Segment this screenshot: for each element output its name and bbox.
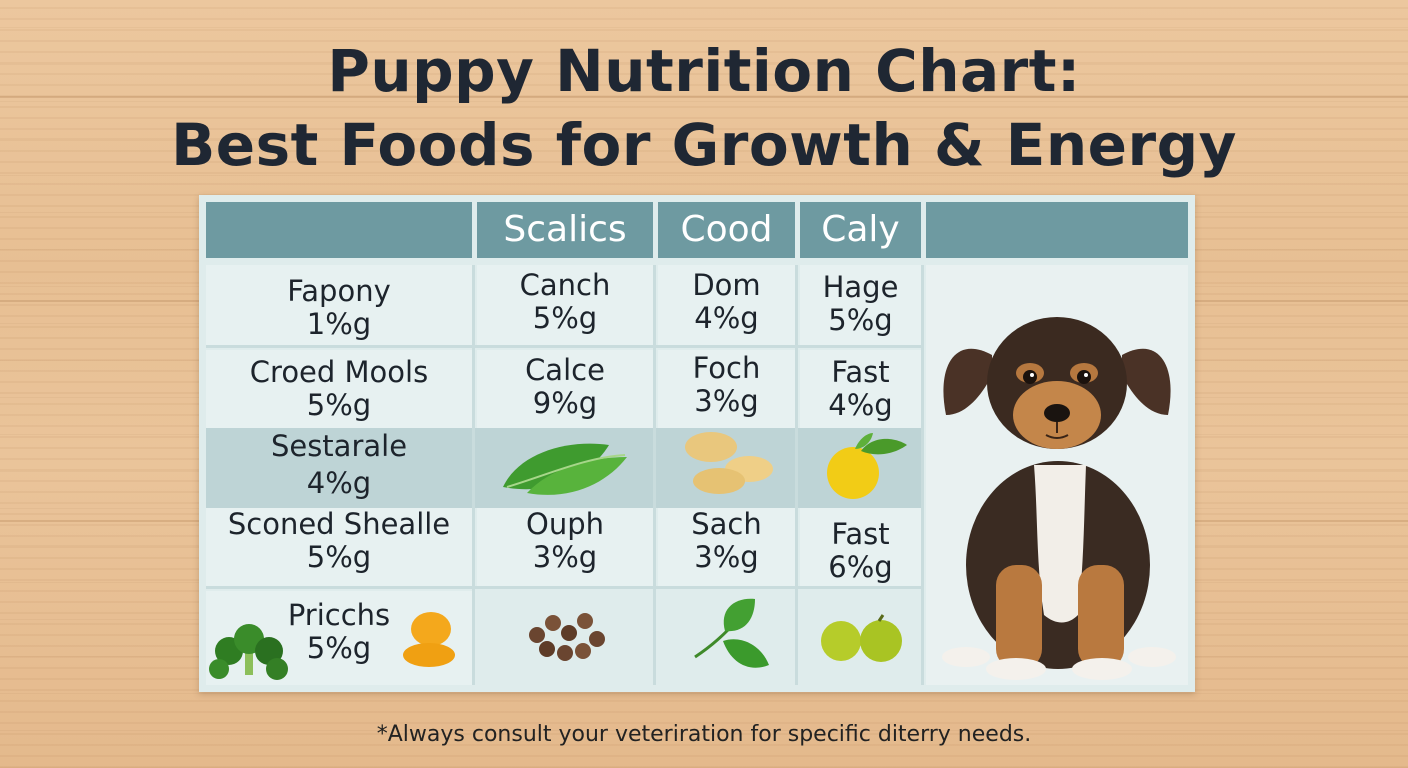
nutrition-table: Scalics Cood Caly Fapony 1%g Canch 5%g D… <box>199 195 1195 692</box>
table-cell: Foch 3%g <box>658 350 795 428</box>
grid-divider <box>653 265 656 685</box>
cell-value: 4%g <box>694 301 759 335</box>
cell-value: 4%g <box>306 466 372 500</box>
table-cell: Canch 5%g <box>477 265 653 345</box>
cell-name: Fapony <box>287 274 391 308</box>
table-cell: Dom 4%g <box>658 265 795 345</box>
page-title-line-1: Puppy Nutrition Chart: <box>327 37 1081 105</box>
apricot-icon <box>403 612 455 667</box>
cell-value: 3%g <box>532 540 598 574</box>
cell-name: Calce <box>525 353 605 387</box>
header-cell-blank <box>206 202 472 258</box>
cell-name: Croed Mools <box>249 355 429 389</box>
puppy-illustration <box>942 317 1176 680</box>
cell-name: Sach <box>691 507 762 541</box>
spinach-leaf-icon <box>503 443 627 495</box>
cell-name: Sconed Shealle <box>227 507 451 541</box>
header-cell-photo <box>926 202 1188 258</box>
lemon-icon <box>827 433 907 499</box>
cell-name: Sestarale <box>270 429 408 463</box>
cell-value: 6%g <box>828 550 893 584</box>
footnote: *Always consult your veteriration for sp… <box>376 722 1032 747</box>
kibble-icon <box>529 613 605 661</box>
cell-name: Fast <box>831 355 890 389</box>
header-cell-cood: Cood <box>658 202 795 258</box>
table-cell: Fapony 1%g <box>206 265 472 345</box>
grid-divider <box>472 265 475 685</box>
grid-divider <box>206 345 921 348</box>
cell-value: 3%g <box>694 384 759 418</box>
cell-name: Hage <box>822 270 899 304</box>
cell-value: 9%g <box>532 386 598 420</box>
header-cell-caly: Caly <box>800 202 921 258</box>
green-apples-icon <box>821 614 902 662</box>
cell-value: 4%g <box>828 388 893 422</box>
table-cell: Calce 9%g <box>477 350 653 428</box>
table-cell: Ouph 3%g <box>477 508 653 586</box>
table-cell: Croed Mools 5%g <box>206 350 472 428</box>
table-cell: Fast 6%g <box>800 508 921 586</box>
header-cell-scalics: Scalics <box>477 202 653 258</box>
wood-plank-seam <box>0 96 1408 98</box>
table-cell: Sestarale 4%g <box>206 428 472 508</box>
puppy-photo <box>926 265 1188 685</box>
cell-value: 1%g <box>306 307 372 341</box>
cell-name: Foch <box>692 351 761 385</box>
table-cell: Sconed Shealle 5%g <box>206 508 472 586</box>
broccoli-icon <box>209 624 288 680</box>
cell-value: 3%g <box>694 540 759 574</box>
cell-value: 5%g <box>306 631 372 665</box>
table-cell: Sach 3%g <box>658 508 795 586</box>
cell-value: 5%g <box>532 301 598 335</box>
cell-value: 5%g <box>306 388 372 422</box>
cell-name: Pricchs <box>287 598 391 632</box>
cell-name: Canch <box>519 268 611 302</box>
table-cell: Fast 4%g <box>800 350 921 428</box>
cell-value: 5%g <box>828 303 893 337</box>
grid-divider <box>795 265 798 685</box>
cracker-icon <box>685 432 773 494</box>
table-cell: Hage 5%g <box>800 265 921 345</box>
cell-name: Ouph <box>526 507 604 541</box>
cell-value: 5%g <box>306 540 372 574</box>
cell-name: Fast <box>831 517 890 551</box>
page-title-line-2: Best Foods for Growth & Energy <box>171 111 1237 179</box>
cell-name: Dom <box>692 268 761 302</box>
grid-divider <box>921 265 924 685</box>
leaf-sprig-icon <box>694 598 769 668</box>
grid-divider <box>206 586 921 589</box>
